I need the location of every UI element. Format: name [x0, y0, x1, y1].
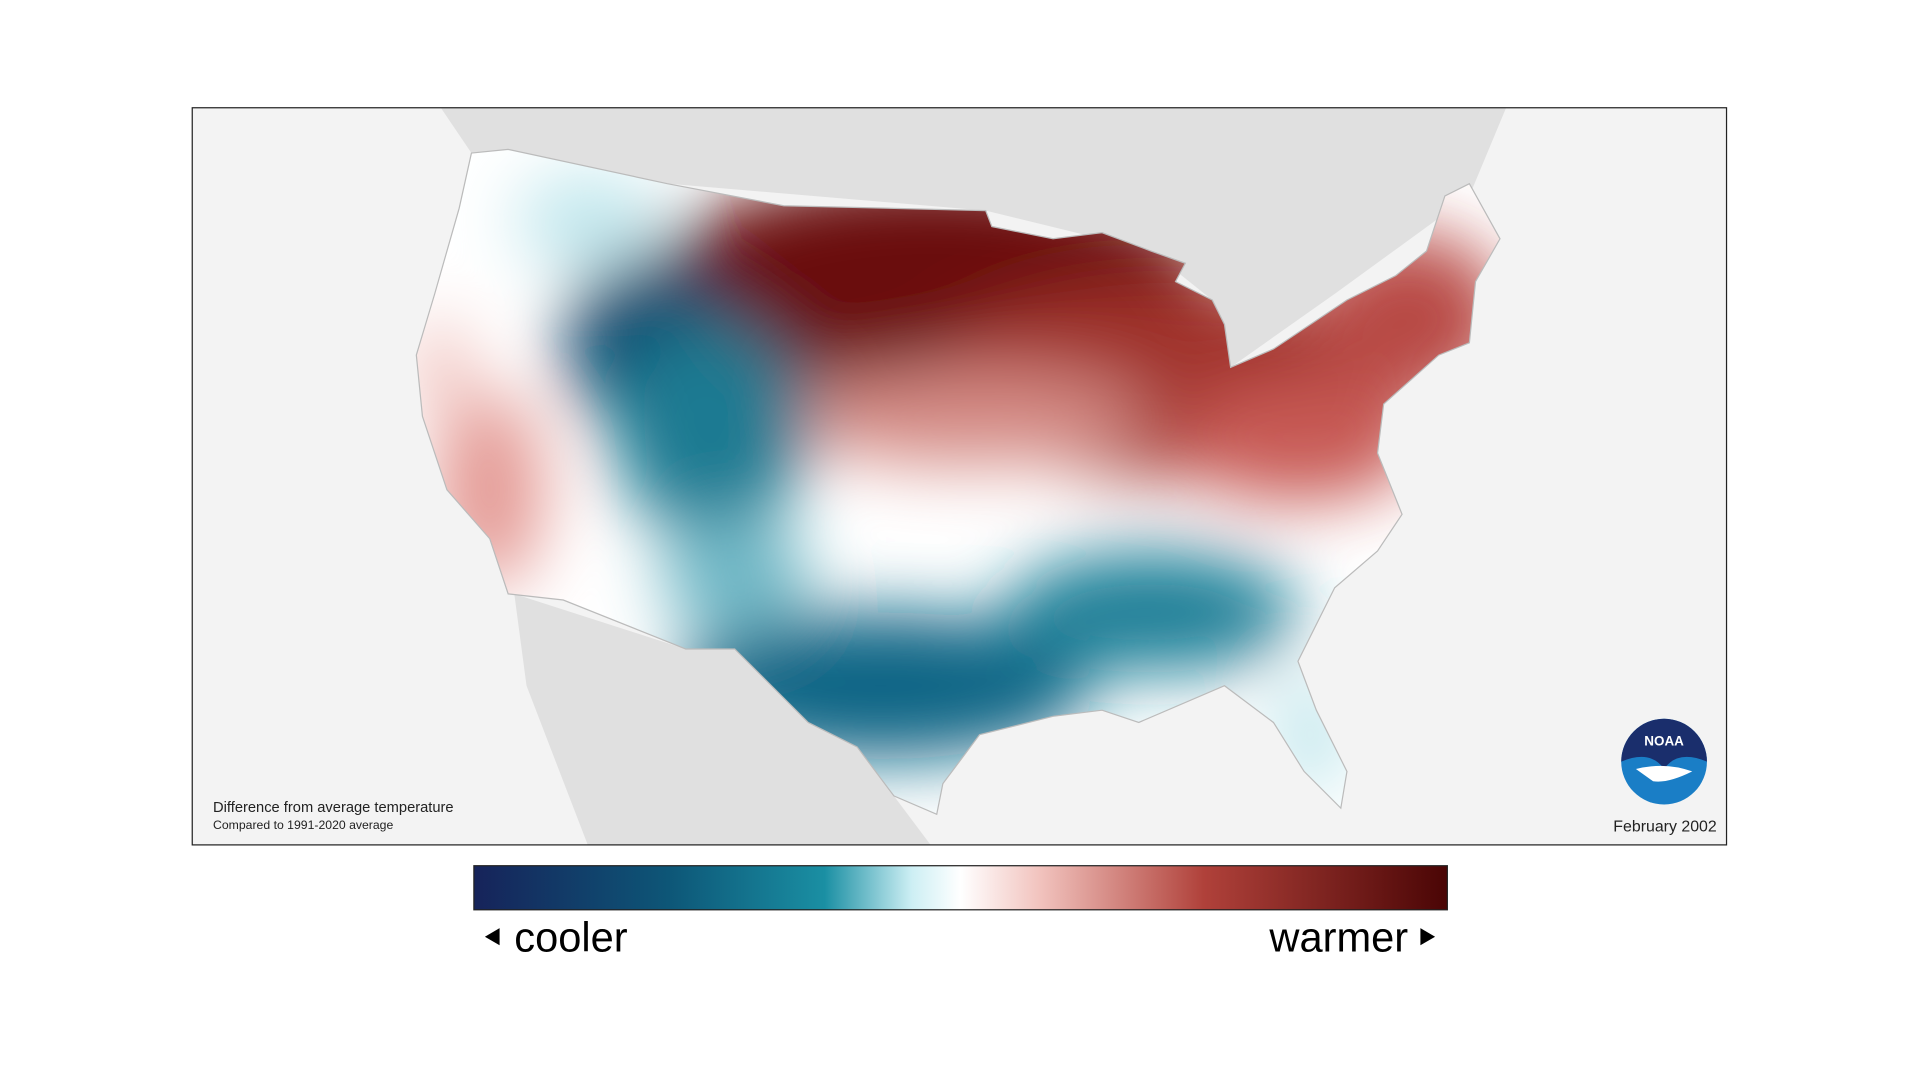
legend-high-label: warmer	[1268, 913, 1408, 960]
map-area: Difference from average temperature Comp…	[192, 107, 1727, 845]
mexico	[514, 593, 931, 845]
color-scale	[473, 865, 1448, 911]
caption-title: Difference from average temperature	[213, 800, 454, 816]
map-frame	[191, 107, 1728, 846]
map-date: February 2002	[1613, 818, 1717, 835]
left-arrow	[484, 928, 500, 946]
noaa-logo: NOAA	[1621, 718, 1707, 805]
us-outline	[415, 148, 1501, 816]
right-arrow	[1420, 928, 1436, 946]
caption-subtitle: Compared to 1991-2020 average	[213, 818, 393, 832]
canada	[440, 107, 1507, 368]
logo-text: NOAA	[1644, 734, 1684, 749]
legend-low-label: cooler	[514, 913, 628, 960]
